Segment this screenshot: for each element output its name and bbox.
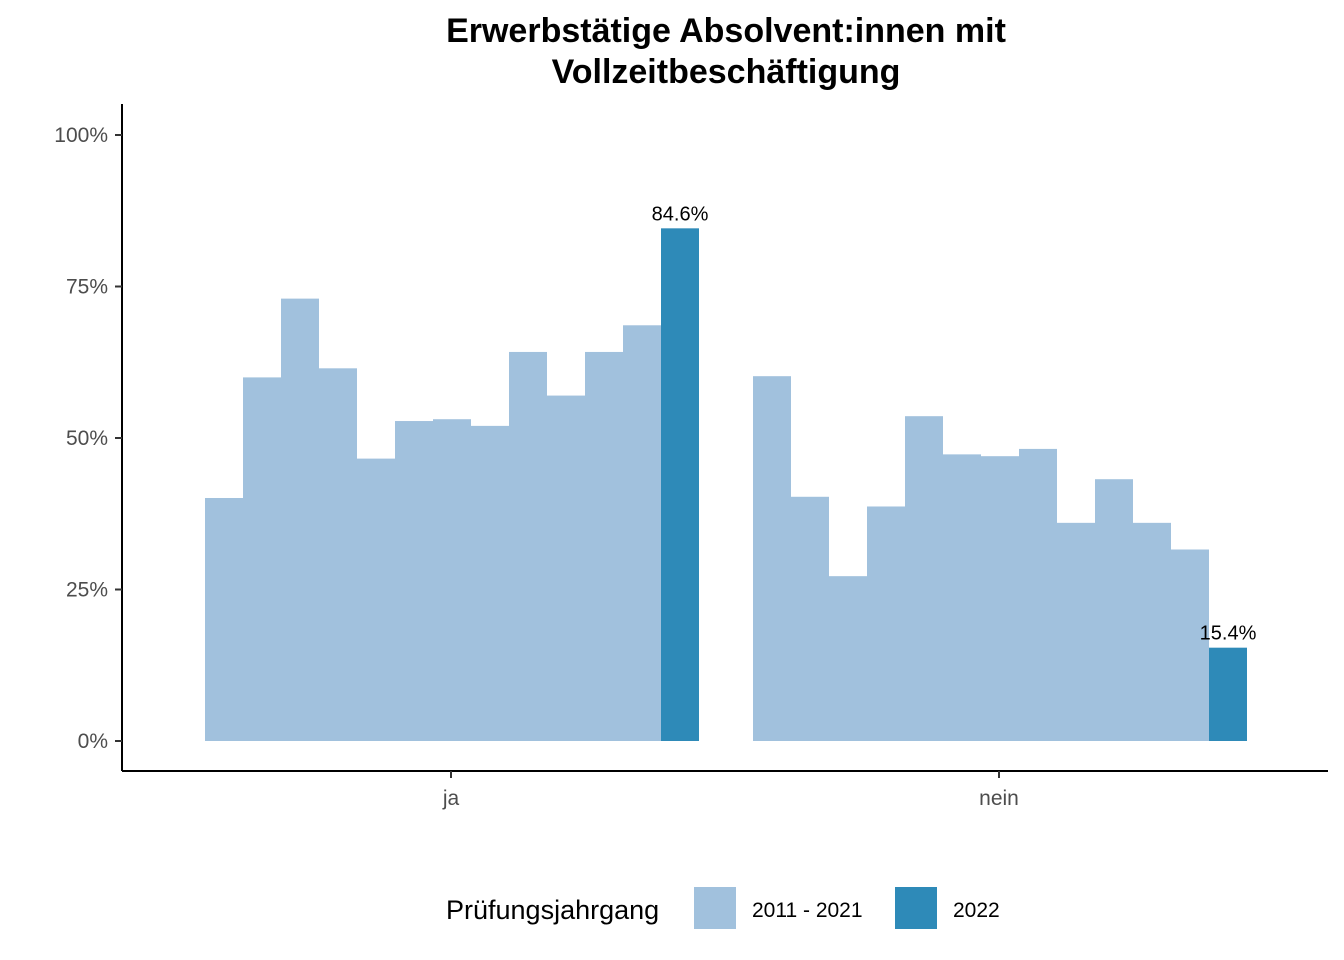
- bar-nein-5: [905, 416, 943, 741]
- legend-swatch-2011-2021: [694, 887, 736, 929]
- bar-nein-3: [829, 576, 867, 741]
- bar-nein-7: [981, 456, 1019, 741]
- data-label-ja: 84.6%: [652, 203, 709, 225]
- x-tick-label: nein: [979, 787, 1019, 810]
- legend: Prüfungsjahrgang 2011 - 2021 2022: [446, 887, 1000, 929]
- bar-nein-13: [1209, 647, 1247, 741]
- y-tick-label: 75%: [66, 276, 108, 299]
- bar-ja-8: [471, 425, 509, 741]
- chart-title-line-1: Erwerbstätige Absolvent:innen mit: [446, 12, 1006, 50]
- bar-ja-3: [281, 298, 319, 741]
- chart-title: Erwerbstätige Absolvent:innen mit Vollze…: [446, 12, 1006, 91]
- bar-nein-1: [753, 376, 791, 741]
- bar-ja-9: [509, 351, 547, 741]
- bar-nein-8: [1019, 448, 1057, 741]
- bar-nein-2: [791, 496, 829, 741]
- axes-layer: 0% 25% 50% 75% 100% ja nein: [54, 104, 1328, 810]
- bar-ja-10: [547, 395, 585, 741]
- x-tick-label: ja: [442, 787, 460, 810]
- bar-ja-1: [205, 497, 243, 741]
- bar-ja-12: [623, 325, 661, 741]
- bar-nein-11: [1133, 522, 1171, 741]
- bar-nein-6: [943, 454, 981, 741]
- legend-title: Prüfungsjahrgang: [446, 895, 659, 925]
- bar-nein-10: [1095, 479, 1133, 741]
- chart-title-line-2: Vollzeitbeschäftigung: [552, 53, 901, 91]
- bar-ja-11: [585, 351, 623, 741]
- bar-ja-6: [395, 421, 433, 741]
- bar-nein-12: [1171, 549, 1209, 741]
- y-tick-label: 0%: [78, 730, 108, 753]
- bar-nein-9: [1057, 522, 1095, 741]
- bars-layer: [205, 228, 1247, 742]
- legend-label-2022: 2022: [953, 899, 1000, 922]
- bar-ja-4: [319, 368, 357, 741]
- legend-label-2011-2021: 2011 - 2021: [752, 899, 863, 922]
- bar-ja-7: [433, 419, 471, 741]
- y-tick-label: 50%: [66, 427, 108, 450]
- data-label-nein: 15.4%: [1200, 623, 1257, 645]
- y-tick-label: 100%: [54, 124, 108, 147]
- legend-swatch-2022: [895, 887, 937, 929]
- bar-ja-2: [243, 377, 281, 741]
- bar-ja-5: [357, 458, 395, 741]
- data-labels-layer: 84.6% 15.4%: [652, 203, 1257, 644]
- bar-nein-4: [867, 506, 905, 741]
- bar-ja-13: [661, 228, 699, 742]
- y-tick-label: 25%: [66, 579, 108, 602]
